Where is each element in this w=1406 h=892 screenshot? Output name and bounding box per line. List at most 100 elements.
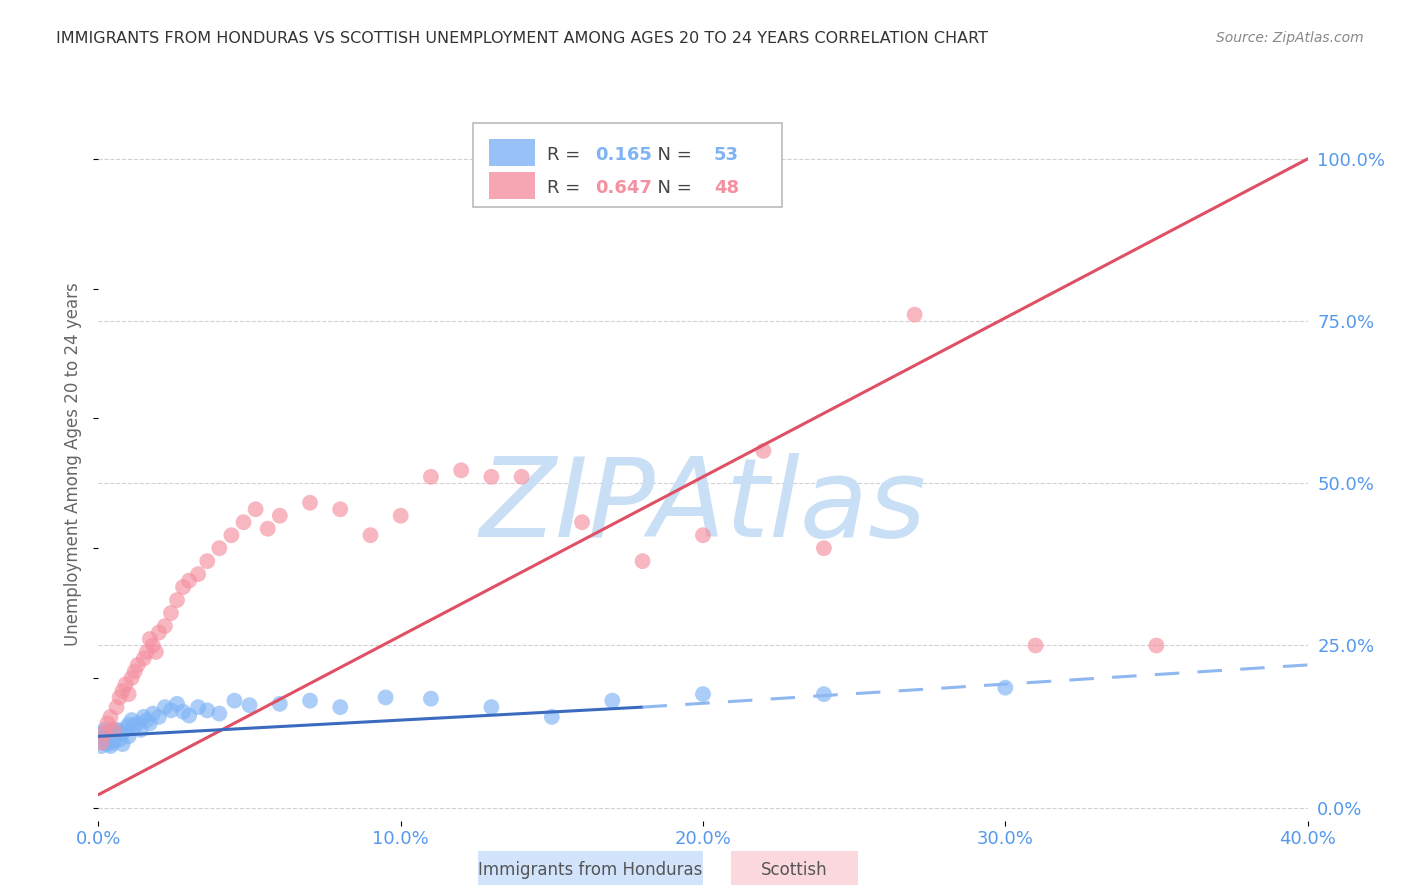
Point [90, 739, 112, 753]
FancyBboxPatch shape [489, 139, 534, 166]
Point [813, 687, 835, 701]
Point [360, 528, 382, 542]
Point [269, 508, 291, 523]
Point [118, 717, 141, 731]
Point [96, 728, 118, 742]
Text: 0.165: 0.165 [595, 146, 652, 164]
Point [127, 657, 149, 672]
Point [111, 684, 134, 698]
Point [329, 700, 352, 714]
Point [129, 723, 152, 737]
Point [100, 739, 122, 753]
Point [153, 700, 176, 714]
Point [145, 645, 167, 659]
Point [135, 645, 157, 659]
Point [389, 508, 412, 523]
Point [96, 716, 118, 731]
Point [329, 502, 352, 516]
Point [195, 554, 218, 568]
Point [111, 726, 134, 740]
Point [121, 713, 143, 727]
Point [239, 698, 262, 713]
Point [299, 496, 322, 510]
Point [118, 729, 141, 743]
Point [571, 515, 593, 529]
Point [93, 731, 115, 745]
Point [103, 726, 125, 740]
Text: ZIPAtlas: ZIPAtlas [479, 453, 927, 560]
Point [481, 700, 503, 714]
Point [172, 580, 194, 594]
Text: R =: R = [547, 146, 586, 164]
Point [139, 716, 162, 731]
Point [224, 693, 246, 707]
Point [100, 734, 122, 748]
Point [142, 639, 165, 653]
Point [103, 731, 125, 745]
Text: IMMIGRANTS FROM HONDURAS VS SCOTTISH UNEMPLOYMENT AMONG AGES 20 TO 24 YEARS CORR: IMMIGRANTS FROM HONDURAS VS SCOTTISH UNE… [56, 31, 988, 46]
Point [160, 606, 183, 620]
Point [540, 710, 562, 724]
Point [172, 705, 194, 719]
Point [1144, 639, 1167, 653]
Point [93, 736, 115, 750]
Point [111, 737, 134, 751]
Point [692, 528, 714, 542]
Point [813, 541, 835, 556]
Point [90, 736, 112, 750]
Point [108, 732, 131, 747]
Point [124, 720, 146, 734]
Point [692, 687, 714, 701]
Point [103, 723, 125, 737]
Point [105, 700, 128, 714]
Point [103, 736, 125, 750]
Point [179, 574, 201, 588]
Point [142, 706, 165, 721]
Point [221, 528, 243, 542]
Point [148, 625, 170, 640]
Point [195, 703, 218, 717]
Point [108, 724, 131, 739]
Point [121, 671, 143, 685]
Point [631, 554, 654, 568]
Point [510, 470, 533, 484]
Point [124, 665, 146, 679]
Point [602, 693, 624, 707]
Text: N =: N = [647, 178, 697, 196]
Point [132, 651, 155, 665]
Point [166, 697, 188, 711]
Point [1024, 639, 1046, 653]
Point [93, 726, 115, 740]
Point [105, 728, 128, 742]
Point [118, 687, 141, 701]
Point [90, 726, 112, 740]
Point [420, 470, 443, 484]
Point [100, 724, 122, 739]
Point [100, 710, 122, 724]
Point [139, 632, 162, 646]
Text: Source: ZipAtlas.com: Source: ZipAtlas.com [1216, 31, 1364, 45]
Point [179, 708, 201, 723]
Point [160, 703, 183, 717]
Text: Scottish: Scottish [761, 861, 828, 879]
Point [135, 713, 157, 727]
Point [904, 308, 927, 322]
Point [114, 722, 136, 736]
Point [114, 677, 136, 691]
Y-axis label: Unemployment Among Ages 20 to 24 years: Unemployment Among Ages 20 to 24 years [65, 282, 83, 646]
Point [208, 706, 231, 721]
Point [752, 443, 775, 458]
Point [450, 463, 472, 477]
Point [269, 697, 291, 711]
Point [148, 710, 170, 724]
Text: R =: R = [547, 178, 586, 196]
FancyBboxPatch shape [474, 123, 782, 207]
Text: 48: 48 [714, 178, 740, 196]
Point [256, 522, 278, 536]
Point [187, 700, 209, 714]
Point [127, 716, 149, 731]
Text: 53: 53 [714, 146, 740, 164]
Point [994, 681, 1017, 695]
Point [153, 619, 176, 633]
Point [374, 690, 396, 705]
